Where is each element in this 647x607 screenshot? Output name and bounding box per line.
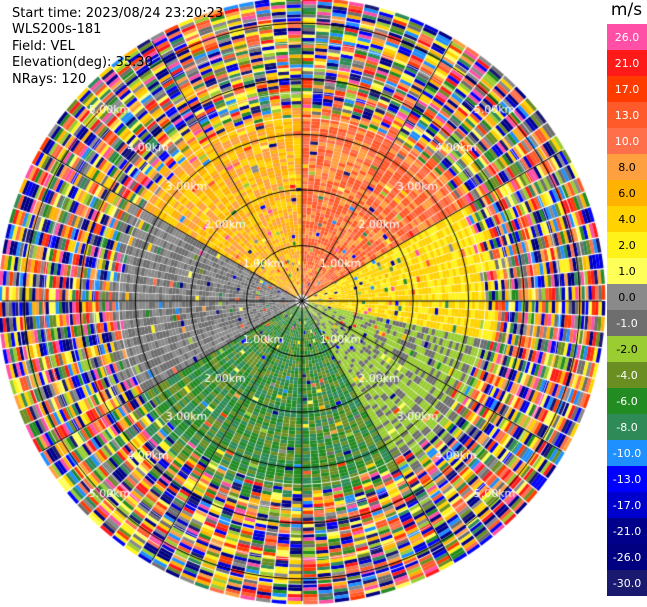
colorbar-tick-label: 1.0	[618, 265, 636, 278]
colorbar-swatch	[607, 362, 647, 389]
colorbar-tick-label: -21.0	[613, 525, 641, 538]
colorbar-swatch	[607, 232, 647, 259]
colorbar-tick-label: -6.0	[616, 395, 637, 408]
colorbar-swatch	[607, 128, 647, 155]
elevation-text: Elevation(deg): 35.30	[12, 55, 153, 71]
velocity-colorbar: 26.0 21.0 17.0 13.0 10.0 8.0 6.0 4.0 2.0 1.0 0.0 -1…	[607, 24, 647, 596]
colorbar-tick-label: -30.0	[613, 577, 641, 590]
colorbar-swatch	[607, 440, 647, 467]
colorbar-tick-label: 17.0	[615, 83, 640, 96]
colorbar-tick-label: 10.0	[615, 135, 640, 148]
colorbar-tick-label: 26.0	[615, 31, 640, 44]
colorbar-tick-label: 0.0	[618, 291, 636, 304]
colorbar-unit-label: m/s	[610, 0, 643, 20]
colorbar-swatch	[607, 102, 647, 129]
colorbar-swatch	[607, 76, 647, 103]
colorbar-tick-label: 13.0	[615, 109, 640, 122]
colorbar-tick-label: -10.0	[613, 447, 641, 460]
colorbar-tick-label: 2.0	[618, 239, 636, 252]
colorbar-tick-label: -26.0	[613, 551, 641, 564]
colorbar-tick-label: 8.0	[618, 161, 636, 174]
nrays-text: NRays: 120	[12, 71, 87, 87]
scan-info-block: Start time: 2023/08/24 23:20:23 WLS200s-…	[12, 6, 223, 88]
colorbar-swatch	[607, 24, 647, 51]
colorbar-tick-label: -8.0	[616, 421, 637, 434]
colorbar-swatch	[607, 518, 647, 545]
instrument-name-text: WLS200s-181	[12, 22, 102, 38]
start-time-text: Start time: 2023/08/24 23:20:23	[12, 6, 224, 21]
colorbar-swatch	[607, 180, 647, 207]
colorbar-swatch	[607, 154, 647, 181]
colorbar-swatch	[607, 310, 647, 337]
colorbar-swatch	[607, 258, 647, 285]
colorbar-tick-label: -4.0	[616, 369, 637, 382]
colorbar-swatch	[607, 466, 647, 493]
colorbar-swatch	[607, 206, 647, 233]
colorbar-swatch	[607, 50, 647, 77]
colorbar-swatch	[607, 388, 647, 415]
colorbar-tick-label: 6.0	[618, 187, 636, 200]
colorbar-tick-label: 21.0	[615, 57, 640, 70]
colorbar-swatch	[607, 284, 647, 311]
field-text: Field: VEL	[12, 38, 75, 54]
colorbar-swatch	[607, 336, 647, 363]
colorbar-tick-label: -2.0	[616, 343, 637, 356]
colorbar-tick-label: -17.0	[613, 499, 641, 512]
colorbar-tick-label: -13.0	[613, 473, 641, 486]
colorbar-swatch	[607, 544, 647, 571]
colorbar-swatch	[607, 492, 647, 519]
colorbar-tick-label: 4.0	[618, 213, 636, 226]
colorbar-tick-label: -1.0	[616, 317, 637, 330]
colorbar-swatch	[607, 414, 647, 441]
colorbar-swatch	[607, 570, 647, 596]
